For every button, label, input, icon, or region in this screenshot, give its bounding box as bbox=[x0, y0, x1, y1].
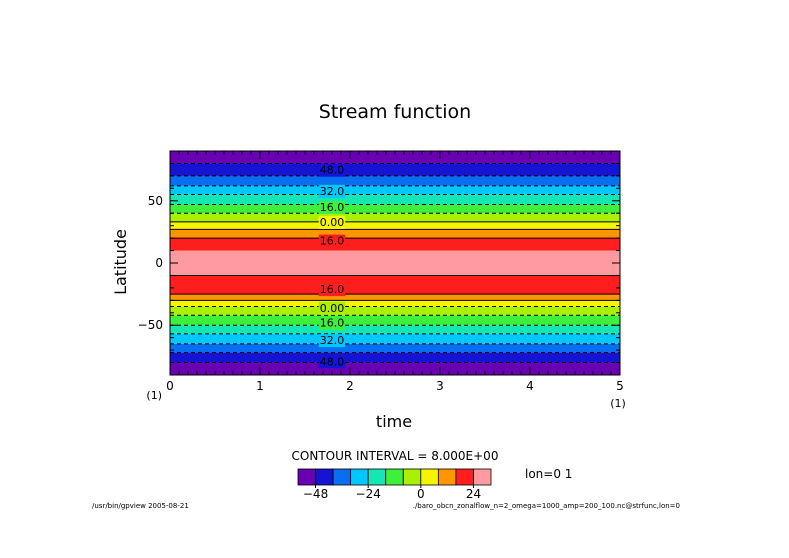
band-0 bbox=[170, 362, 620, 375]
band-9 bbox=[170, 275, 620, 295]
contour-label-9: 48.0 bbox=[320, 355, 345, 368]
contour-label-bg-6 bbox=[318, 301, 346, 315]
x-tick-label-1: 1 bbox=[256, 379, 264, 393]
band-2 bbox=[170, 343, 620, 353]
x-tick-label-4: 4 bbox=[526, 379, 534, 393]
band-1 bbox=[170, 352, 620, 363]
band-20 bbox=[170, 151, 620, 164]
y-axis-label: Latitude bbox=[111, 229, 130, 295]
x-tick-label-5: 5 bbox=[616, 379, 624, 393]
x-tick-label-2: 2 bbox=[346, 379, 354, 393]
x-tick-label-0: 0 bbox=[166, 379, 174, 393]
colorbar-label-1: −24 bbox=[356, 487, 381, 501]
band-7 bbox=[170, 300, 620, 307]
band-13 bbox=[170, 221, 620, 230]
band-5 bbox=[170, 315, 620, 326]
colorbar-swatch-5 bbox=[385, 468, 404, 486]
footer-left: /usr/bin/gpview 2005-08-21 bbox=[92, 502, 189, 510]
y-tick-label-1: 0 bbox=[155, 256, 163, 270]
axis-ticks: 0 1 2 3 4 5 50 0 −50 bbox=[138, 151, 624, 393]
band-17 bbox=[170, 185, 620, 195]
x-axis-label: time bbox=[376, 412, 412, 431]
footer-right: ./baro_obcn_zonalflow_n=2_omega=1000_amp… bbox=[413, 502, 680, 510]
colorbar-label-3: 24 bbox=[466, 487, 481, 501]
band-19 bbox=[170, 163, 620, 176]
colorbar-swatch-0 bbox=[297, 468, 316, 486]
x-unit-right: (1) bbox=[610, 397, 626, 410]
contour-label-3: 0.00 bbox=[320, 216, 345, 229]
band-10 bbox=[170, 250, 620, 276]
contour-interval-text: CONTOUR INTERVAL = 8.000E+00 bbox=[292, 449, 499, 463]
contour-label-bg-5 bbox=[318, 283, 346, 297]
band-12 bbox=[170, 229, 620, 239]
contour-label-7: 16.0 bbox=[320, 317, 345, 330]
y-tick-label-2: −50 bbox=[138, 318, 163, 332]
colorbar-swatch-6 bbox=[402, 468, 422, 486]
contour-label-bg-0 bbox=[318, 163, 346, 177]
colorbar-swatch-7 bbox=[420, 468, 439, 486]
colorbar-swatch-2 bbox=[332, 468, 352, 486]
colorbar-swatch-8 bbox=[437, 468, 457, 486]
colorbar-swatch-10 bbox=[473, 468, 492, 486]
contour-label-bg-9 bbox=[318, 355, 346, 369]
contour-label-6: 0.00 bbox=[320, 302, 345, 315]
colorbar-swatch-3 bbox=[350, 468, 369, 486]
band-11 bbox=[170, 238, 620, 251]
contour-label-0: 48.0 bbox=[320, 164, 345, 177]
contour-label-bg-2 bbox=[318, 201, 346, 214]
band-4 bbox=[170, 325, 620, 334]
x-unit-left: (1) bbox=[146, 389, 162, 402]
contour-labels: 48.0 32.0 16.0 0.00 16.0 16.0 0.00 16.0 32.0 48.0 bbox=[318, 163, 346, 369]
contour-label-8: 32.0 bbox=[320, 334, 345, 347]
chart-title: Stream function bbox=[319, 101, 471, 123]
contour-lines bbox=[170, 162, 620, 364]
colorbar bbox=[297, 468, 492, 486]
x-tick-label-3: 3 bbox=[436, 379, 444, 393]
colorbar-swatch-9 bbox=[455, 468, 474, 486]
contour-label-bg-8 bbox=[318, 334, 346, 348]
band-16 bbox=[170, 194, 620, 205]
colorbar-swatch-1 bbox=[315, 468, 334, 486]
contour-label-4: 16.0 bbox=[320, 235, 345, 248]
colorbar-swatch-4 bbox=[367, 468, 387, 486]
slice-text: lon=0 1 bbox=[525, 467, 572, 481]
colorbar-label-0: −48 bbox=[303, 487, 328, 501]
band-14 bbox=[170, 213, 620, 222]
contour-label-bg-3 bbox=[318, 215, 346, 229]
contour-label-bg-4 bbox=[318, 234, 346, 248]
band-8 bbox=[170, 294, 620, 301]
band-3 bbox=[170, 333, 620, 344]
band-6 bbox=[170, 306, 620, 316]
contour-label-bg-1 bbox=[318, 184, 346, 198]
contour-label-5: 16.0 bbox=[320, 283, 345, 296]
band-15 bbox=[170, 204, 620, 214]
colorbar-labels: −48 −24 0 24 bbox=[303, 485, 481, 501]
plot-area bbox=[170, 151, 620, 375]
band-18 bbox=[170, 175, 620, 186]
contour-label-2: 16.0 bbox=[320, 201, 345, 214]
colorbar-label-2: 0 bbox=[417, 487, 425, 501]
contour-label-bg-7 bbox=[318, 316, 346, 330]
contour-label-1: 32.0 bbox=[320, 185, 345, 198]
y-tick-label-0: 50 bbox=[148, 194, 163, 208]
